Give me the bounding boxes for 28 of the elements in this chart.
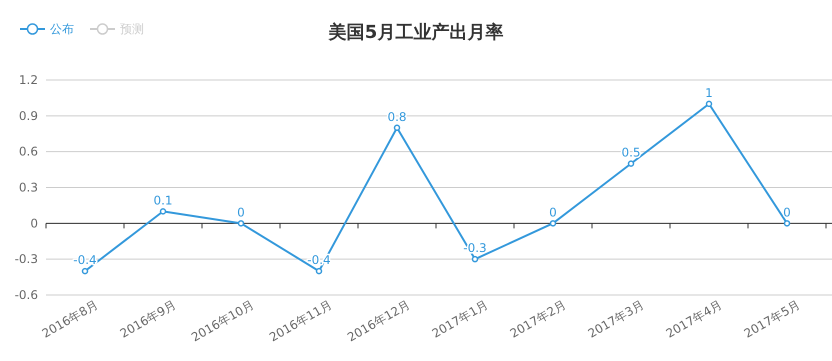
point bbox=[784, 220, 790, 227]
data-label: 1 bbox=[705, 86, 713, 100]
point bbox=[160, 208, 166, 215]
data-label: 0 bbox=[237, 205, 245, 220]
point bbox=[316, 268, 322, 274]
point bbox=[706, 100, 712, 108]
y-tick-label: -0.3 bbox=[14, 252, 38, 266]
point bbox=[550, 220, 556, 227]
data-label: 0 bbox=[783, 205, 791, 220]
data-label: 0.5 bbox=[621, 146, 641, 160]
legend-label: 公布 bbox=[50, 22, 74, 36]
point bbox=[82, 268, 88, 274]
point bbox=[472, 256, 478, 262]
data-label: 0.8 bbox=[387, 110, 407, 124]
point bbox=[238, 220, 244, 227]
legend-item: 公布 bbox=[20, 22, 74, 36]
y-tick-label: 0.3 bbox=[18, 180, 38, 194]
y-tick-label: 1.2 bbox=[18, 73, 38, 87]
chart-title: 美国5月工业产出月率 bbox=[328, 22, 504, 43]
data-label: 0 bbox=[549, 205, 557, 220]
y-tick-label: 0.6 bbox=[18, 144, 38, 159]
point bbox=[394, 124, 400, 132]
y-tick-label: 0 bbox=[30, 216, 38, 230]
data-label: 0.1 bbox=[153, 193, 173, 208]
y-tick-label: -0.6 bbox=[14, 288, 38, 302]
point bbox=[628, 160, 634, 167]
data-label: -0.4 bbox=[73, 253, 97, 268]
y-tick-label: 0.9 bbox=[18, 108, 38, 123]
